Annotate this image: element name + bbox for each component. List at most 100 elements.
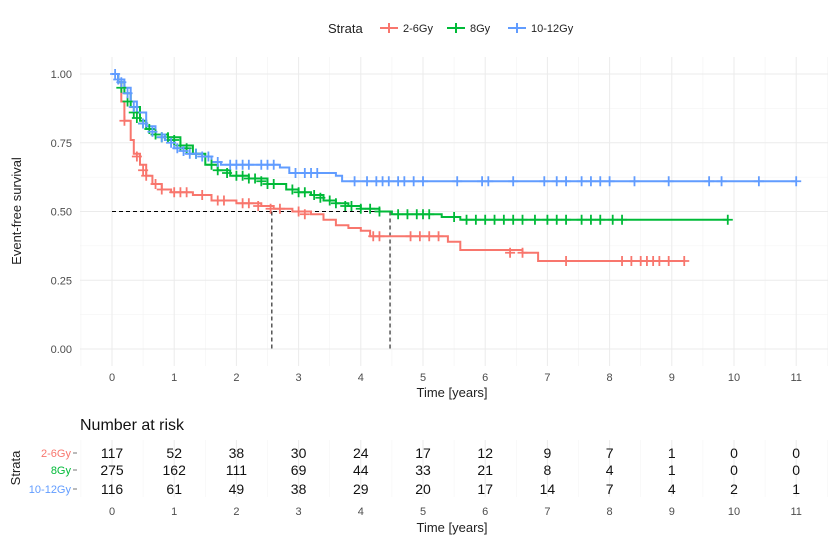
censor-mark xyxy=(349,176,360,187)
censor-mark xyxy=(679,256,690,266)
legend-label: 10-12Gy xyxy=(531,23,574,35)
censor-mark xyxy=(585,176,596,187)
censor-mark xyxy=(268,179,279,189)
censor-mark xyxy=(156,184,167,195)
risk-count: 116 xyxy=(101,481,124,497)
censor-mark xyxy=(542,214,553,225)
risk-x-tick-label: 4 xyxy=(358,506,364,518)
censor-mark xyxy=(374,231,385,242)
legend-key-marker xyxy=(451,23,461,33)
risk-table-y-label: Strata xyxy=(8,450,23,485)
risk-count: 49 xyxy=(229,481,245,497)
risk-count: 14 xyxy=(540,481,556,497)
risk-count: 1 xyxy=(668,462,676,478)
censor-mark xyxy=(172,143,183,154)
censor-mark xyxy=(330,198,341,209)
censor-mark xyxy=(424,231,435,242)
censor-mark xyxy=(190,148,201,159)
x-tick-label: 7 xyxy=(544,372,550,384)
risk-x-tick-label: 3 xyxy=(296,506,302,518)
y-tick-label: 0.25 xyxy=(51,275,72,287)
censor-mark xyxy=(402,209,413,220)
censor-mark xyxy=(315,192,326,203)
censor-mark xyxy=(312,168,323,178)
censor-mark xyxy=(576,214,587,225)
censor-mark xyxy=(309,190,320,200)
censor-mark xyxy=(663,256,674,266)
risk-row-label: 2-6Gy xyxy=(41,448,71,460)
risk-x-tick-label: 11 xyxy=(790,506,801,518)
censor-mark xyxy=(293,206,304,217)
censor-mark xyxy=(418,176,428,187)
censor-mark xyxy=(529,214,540,225)
censor-mark xyxy=(110,69,121,79)
censor-mark xyxy=(265,203,276,214)
censor-mark xyxy=(268,159,279,170)
censor-mark xyxy=(324,195,335,206)
censor-mark xyxy=(122,88,133,99)
censor-mark xyxy=(424,209,435,220)
risk-x-tick-label: 0 xyxy=(109,506,115,518)
x-tick-label: 0 xyxy=(109,372,115,384)
censor-mark xyxy=(405,231,416,242)
censor-mark xyxy=(489,214,500,225)
legend-title: Strata xyxy=(328,21,363,36)
censor-mark xyxy=(119,115,130,126)
censor-mark xyxy=(663,176,674,187)
censor-mark xyxy=(383,176,394,187)
censor-mark xyxy=(243,159,254,170)
risk-x-tick-label: 5 xyxy=(420,506,426,518)
risk-count: 38 xyxy=(291,481,307,497)
censor-mark xyxy=(461,214,472,225)
risk-x-tick-label: 10 xyxy=(728,506,740,518)
risk-count: 1 xyxy=(668,445,676,461)
x-tick-label: 6 xyxy=(482,372,488,384)
censor-mark xyxy=(607,214,618,225)
censor-mark xyxy=(508,176,519,187)
censor-mark xyxy=(147,126,158,137)
x-tick-label: 1 xyxy=(171,372,177,384)
risk-count: 117 xyxy=(101,445,124,461)
risk-row-label: 8Gy xyxy=(51,465,72,477)
censor-mark xyxy=(197,190,208,200)
risk-count: 7 xyxy=(606,481,614,497)
legend: Strata 2-6Gy 8Gy 10-12Gy xyxy=(328,21,574,36)
censor-mark xyxy=(791,176,802,187)
censor-mark xyxy=(166,137,177,148)
censor-mark xyxy=(299,209,310,220)
x-tick-label: 9 xyxy=(669,372,675,384)
legend-label: 2-6Gy xyxy=(403,23,433,35)
y-tick-label: 0.75 xyxy=(51,138,72,150)
censor-mark xyxy=(452,176,463,187)
censor-mark xyxy=(274,203,285,214)
risk-table-x-label: Time [years] xyxy=(416,520,487,535)
risk-count: 24 xyxy=(353,445,369,461)
censor-mark xyxy=(212,157,223,167)
censor-mark xyxy=(483,176,494,187)
risk-table-x-ticks: 0 1 2 3 4 5 6 7 8 9 10 11 xyxy=(109,506,802,518)
censor-mark xyxy=(116,77,127,88)
risk-count: 9 xyxy=(544,445,552,461)
censor-mark xyxy=(408,176,419,187)
censor-mark xyxy=(433,231,444,242)
censor-mark xyxy=(243,198,254,209)
censor-mark xyxy=(399,176,410,187)
censor-mark xyxy=(128,102,139,112)
median-reference-lines xyxy=(112,211,391,349)
censor-mark xyxy=(505,247,516,258)
censor-mark xyxy=(355,203,366,214)
censor-mark xyxy=(551,214,562,225)
censor-mark xyxy=(576,176,587,187)
risk-count: 33 xyxy=(415,462,431,478)
risk-count: 8 xyxy=(544,462,552,478)
censor-mark xyxy=(617,256,628,266)
censor-mark xyxy=(362,176,373,187)
censor-mark xyxy=(604,176,615,187)
x-axis-label: Time [years] xyxy=(416,385,487,400)
risk-count: 0 xyxy=(730,445,738,461)
risk-count: 4 xyxy=(668,481,676,497)
censor-mark xyxy=(722,214,733,225)
risk-count: 1 xyxy=(792,481,800,497)
